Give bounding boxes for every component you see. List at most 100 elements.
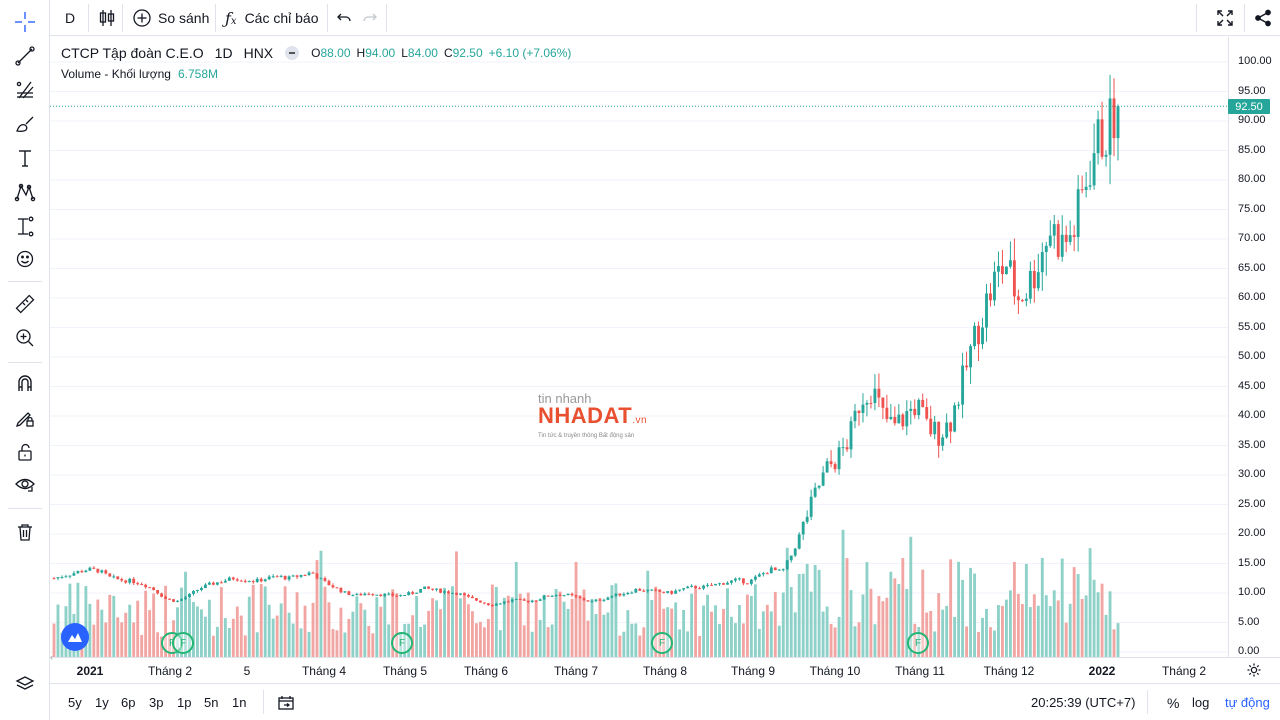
- date-range-icon[interactable]: [277, 684, 295, 720]
- volume-bar: [447, 593, 450, 657]
- candle-body: [343, 591, 347, 593]
- volume-bar: [443, 587, 446, 657]
- volume-bar: [789, 586, 793, 657]
- fib-tool-icon[interactable]: [9, 74, 41, 106]
- tradingview-logo[interactable]: [61, 623, 89, 651]
- crosshair-icon[interactable]: [9, 6, 41, 38]
- candle-body: [443, 591, 446, 593]
- volume-bar: [419, 626, 423, 657]
- candle-body: [961, 365, 965, 405]
- candle-body: [339, 587, 343, 593]
- undo-icon[interactable]: [335, 0, 353, 36]
- interval-button[interactable]: D: [65, 10, 76, 26]
- candle-body: [718, 583, 721, 585]
- lock-icon[interactable]: [9, 436, 41, 468]
- candle-body: [176, 600, 179, 602]
- volume-bar: [861, 594, 865, 657]
- volume-bar: [773, 591, 777, 657]
- object-tree-icon[interactable]: [9, 668, 41, 700]
- candle-body: [730, 580, 733, 583]
- candle-body: [474, 598, 478, 601]
- compare-button[interactable]: So sánh: [132, 0, 209, 36]
- candle-body: [825, 461, 829, 473]
- candle-body: [965, 365, 969, 368]
- ruler-icon[interactable]: [9, 288, 41, 320]
- volume-bar: [909, 536, 913, 657]
- price-axis[interactable]: 100.00 95.00 90.00 85.00 80.00 75.00 70.00 65.0…: [1228, 37, 1280, 657]
- volume-bar: [323, 586, 327, 657]
- range-5y[interactable]: 5y: [68, 695, 82, 710]
- volume-bar: [1088, 548, 1092, 657]
- settings-icon[interactable]: [1246, 662, 1262, 683]
- range-6p[interactable]: 6p: [121, 695, 136, 710]
- auto-scale-toggle[interactable]: tự động: [1225, 695, 1270, 710]
- clock-readout[interactable]: 20:25:39 (UTC+7): [1031, 695, 1136, 710]
- volume-bar: [1104, 614, 1108, 657]
- range-1y[interactable]: 1y: [95, 695, 109, 710]
- text-tool-icon[interactable]: [9, 142, 41, 174]
- last-price-label: 92.50: [1228, 99, 1270, 115]
- collapse-legend-button[interactable]: [285, 46, 300, 60]
- candle-body: [813, 487, 817, 497]
- candle-body: [144, 584, 148, 588]
- event-marker[interactable]: F: [651, 632, 673, 654]
- zoom-in-icon[interactable]: [9, 322, 41, 354]
- candle-body: [84, 570, 88, 573]
- volume-bar: [180, 587, 183, 657]
- measure-range-icon[interactable]: [9, 210, 41, 242]
- candle-body: [682, 588, 686, 590]
- scroll-left-icon[interactable]: ‹: [50, 652, 53, 662]
- candle-body: [502, 601, 506, 604]
- volume-bar: [821, 611, 825, 657]
- symbol-name[interactable]: CTCP Tập đoàn C.E.O: [61, 45, 204, 61]
- range-1n[interactable]: 1n: [232, 695, 247, 710]
- event-marker[interactable]: F: [172, 632, 194, 654]
- candle-body: [470, 596, 474, 599]
- event-marker[interactable]: F: [907, 632, 929, 654]
- candle-body: [116, 576, 120, 580]
- candle-body: [562, 595, 566, 597]
- fullscreen-icon[interactable]: [1216, 0, 1234, 36]
- chart-pane[interactable]: [50, 37, 1228, 657]
- volume-bar: [108, 594, 112, 657]
- volume-bar: [793, 612, 797, 657]
- range-5n[interactable]: 5n: [204, 695, 219, 710]
- time-tick-label: Tháng 11: [895, 664, 945, 678]
- candle-body: [630, 592, 634, 594]
- emoji-icon[interactable]: [9, 243, 41, 275]
- event-marker[interactable]: F: [391, 632, 413, 654]
- percent-toggle[interactable]: %: [1167, 694, 1180, 711]
- time-tick-label: Tháng 10: [809, 664, 861, 678]
- candle-body: [741, 578, 745, 584]
- candle-body: [646, 589, 650, 592]
- candle-body: [152, 587, 156, 590]
- range-1p[interactable]: 1p: [177, 695, 192, 710]
- eye-icon[interactable]: [9, 468, 41, 500]
- volume-bar: [837, 616, 841, 657]
- share-icon[interactable]: [1254, 0, 1272, 36]
- candle-body: [196, 589, 199, 591]
- brush-icon[interactable]: [9, 108, 41, 140]
- volume-bar: [1100, 583, 1104, 657]
- pattern-tool-icon[interactable]: [9, 176, 41, 208]
- candle-body: [140, 584, 144, 586]
- log-toggle[interactable]: log: [1192, 695, 1210, 710]
- trash-icon[interactable]: [9, 516, 41, 548]
- range-3p[interactable]: 3p: [149, 695, 164, 710]
- candle-body: [160, 593, 164, 597]
- price-chart[interactable]: [50, 37, 1228, 657]
- volume-bar: [287, 612, 291, 657]
- candle-body: [335, 587, 339, 589]
- time-axis[interactable]: ‹ 2021 Tháng 2 5 Tháng 4 Tháng 5 Tháng 6 Tháng…: [50, 652, 1280, 683]
- candle-body: [76, 571, 80, 574]
- magnet-icon[interactable]: [9, 368, 41, 400]
- trend-line-icon[interactable]: [9, 40, 41, 72]
- volume-bar: [626, 610, 630, 657]
- lock-drawing-pencil-icon[interactable]: [9, 402, 41, 434]
- volume-bar: [590, 598, 594, 657]
- indicators-button[interactable]: ƒx Các chỉ báo: [225, 0, 319, 36]
- volume-bar: [522, 625, 526, 657]
- redo-icon[interactable]: [361, 0, 379, 36]
- candle-type-icon[interactable]: [98, 0, 116, 36]
- volume-label[interactable]: Volume - Khối lượng: [61, 67, 171, 81]
